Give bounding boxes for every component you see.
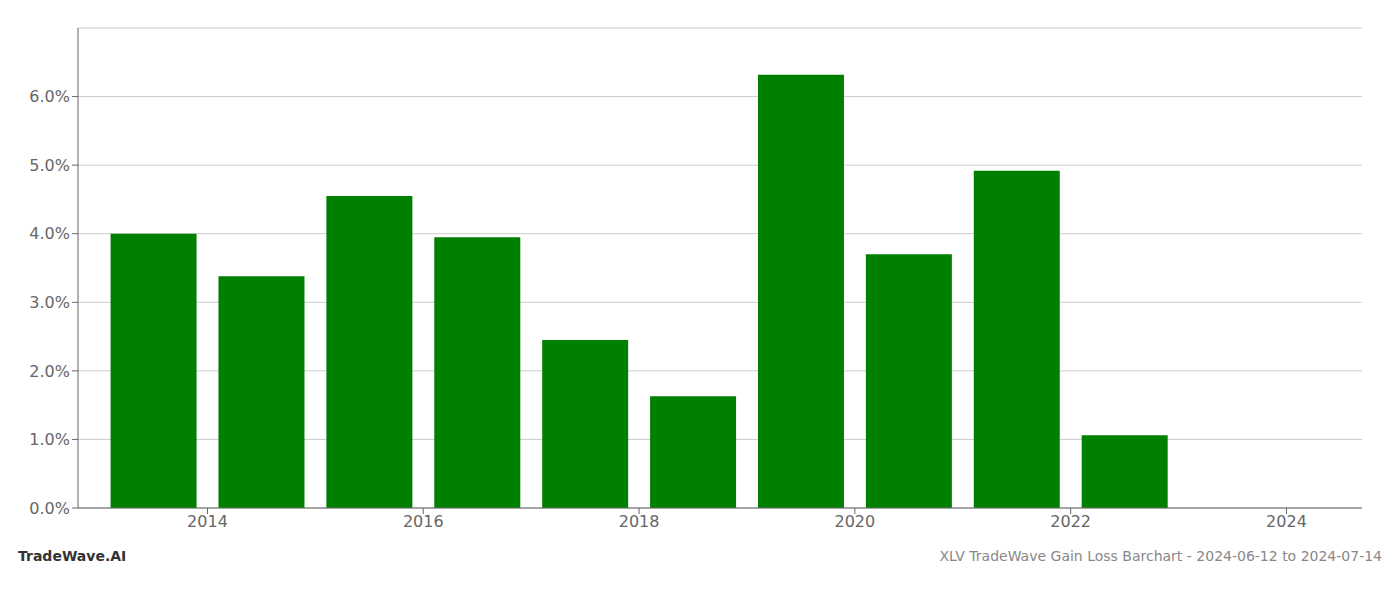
svg-text:1.0%: 1.0% <box>29 430 70 449</box>
svg-text:0.0%: 0.0% <box>29 499 70 518</box>
svg-text:3.0%: 3.0% <box>29 293 70 312</box>
svg-text:6.0%: 6.0% <box>29 87 70 106</box>
svg-text:2016: 2016 <box>403 512 444 531</box>
svg-text:2018: 2018 <box>619 512 660 531</box>
svg-text:2020: 2020 <box>835 512 876 531</box>
svg-text:4.0%: 4.0% <box>29 224 70 243</box>
svg-text:5.0%: 5.0% <box>29 156 70 175</box>
svg-text:2022: 2022 <box>1050 512 1091 531</box>
html-text:TradeWave.AI: TradeWave.AI <box>18 548 127 564</box>
svg-text:2014: 2014 <box>187 512 228 531</box>
html-text:XLV TradeWave Gain Loss Barcha: XLV TradeWave Gain Loss Barchart - 2024-… <box>939 548 1382 564</box>
svg-text:2024: 2024 <box>1266 512 1307 531</box>
svg-text:2.0%: 2.0% <box>29 362 70 381</box>
